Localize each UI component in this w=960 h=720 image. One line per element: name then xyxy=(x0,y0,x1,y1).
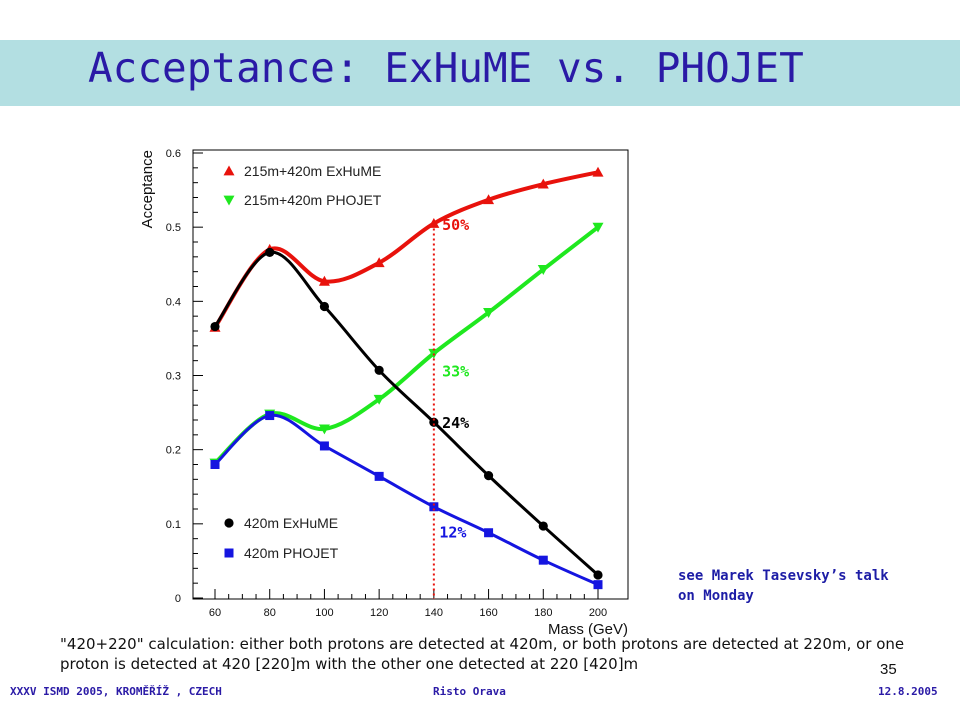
talk-note-line-2: on Monday xyxy=(678,588,754,604)
legend-marker xyxy=(224,548,234,558)
legend-marker xyxy=(223,165,235,176)
data-point xyxy=(318,275,330,286)
x-tick-label: 200 xyxy=(589,607,607,619)
x-tick-label: 80 xyxy=(264,607,276,619)
data-point xyxy=(538,555,548,565)
data-point xyxy=(265,247,275,257)
data-point xyxy=(483,308,495,318)
percent-annotation: 24% xyxy=(442,414,469,432)
legend-label: 215m+420m PHOJET xyxy=(244,192,382,208)
data-point xyxy=(483,194,495,205)
x-tick-label: 100 xyxy=(315,607,333,619)
data-point xyxy=(319,301,330,312)
x-tick-label: 60 xyxy=(209,607,221,619)
data-point xyxy=(374,365,384,375)
data-point xyxy=(538,521,548,531)
footer-date: 12.8.2005 xyxy=(878,685,938,698)
y-tick-label: 0.4 xyxy=(166,296,181,308)
y-tick-label: 0.1 xyxy=(166,519,181,531)
plot-frame xyxy=(192,149,629,600)
x-axis-title: Mass (GeV) xyxy=(548,621,628,638)
y-tick-label: 0.2 xyxy=(166,445,181,457)
footer-author: Risto Orava xyxy=(433,685,506,698)
legend-marker xyxy=(223,195,235,206)
data-point xyxy=(210,321,220,332)
calculation-caption: "420+220" calculation: either both proto… xyxy=(60,635,905,673)
x-tick-label: 180 xyxy=(534,607,552,619)
data-point xyxy=(265,411,275,421)
percent-annotation: 12% xyxy=(439,523,466,541)
data-point xyxy=(318,424,330,435)
legend-marker xyxy=(224,518,234,528)
data-point xyxy=(593,580,603,590)
data-point xyxy=(428,217,440,228)
title-band xyxy=(0,40,960,106)
x-tick-label: 160 xyxy=(479,607,497,619)
data-point xyxy=(429,417,439,427)
data-point xyxy=(537,178,549,189)
slide-title: Acceptance: ExHuME vs. PHOJET xyxy=(88,44,804,92)
data-point xyxy=(484,528,494,538)
legend-label: 215m+420m ExHuME xyxy=(244,163,381,179)
data-point xyxy=(374,471,384,481)
percent-annotation: 50% xyxy=(442,216,469,234)
legend-label: 420m PHOJET xyxy=(244,545,339,561)
data-point xyxy=(210,460,220,469)
data-point xyxy=(483,471,494,481)
legend-label: 420m ExHuME xyxy=(244,515,338,531)
talk-note: see Marek Tasevsky’s talk on Monday xyxy=(678,566,889,606)
y-tick-label: 0 xyxy=(175,593,181,605)
y-tick-label: 0.5 xyxy=(166,222,181,234)
y-axis-title: Acceptance xyxy=(139,150,156,228)
data-point xyxy=(373,394,385,405)
data-point xyxy=(593,570,603,580)
slide-number: 35 xyxy=(880,661,897,678)
data-point xyxy=(429,502,439,512)
data-point xyxy=(373,257,385,268)
series-line-1 xyxy=(213,225,600,465)
footer-conference: XXXV ISMD 2005, KROMĚŘÍŽ , CZECH xyxy=(10,685,222,698)
talk-note-line-1: see Marek Tasevsky’s talk xyxy=(678,568,889,584)
y-tick-label: 0.3 xyxy=(166,371,181,383)
x-tick-label: 120 xyxy=(370,607,388,619)
percent-annotation: 33% xyxy=(442,362,469,380)
data-point xyxy=(537,265,549,275)
x-tick-label: 140 xyxy=(425,607,443,619)
y-tick-label: 0.6 xyxy=(166,148,181,160)
data-point xyxy=(592,166,604,177)
data-point xyxy=(319,441,329,451)
data-point xyxy=(592,222,604,233)
